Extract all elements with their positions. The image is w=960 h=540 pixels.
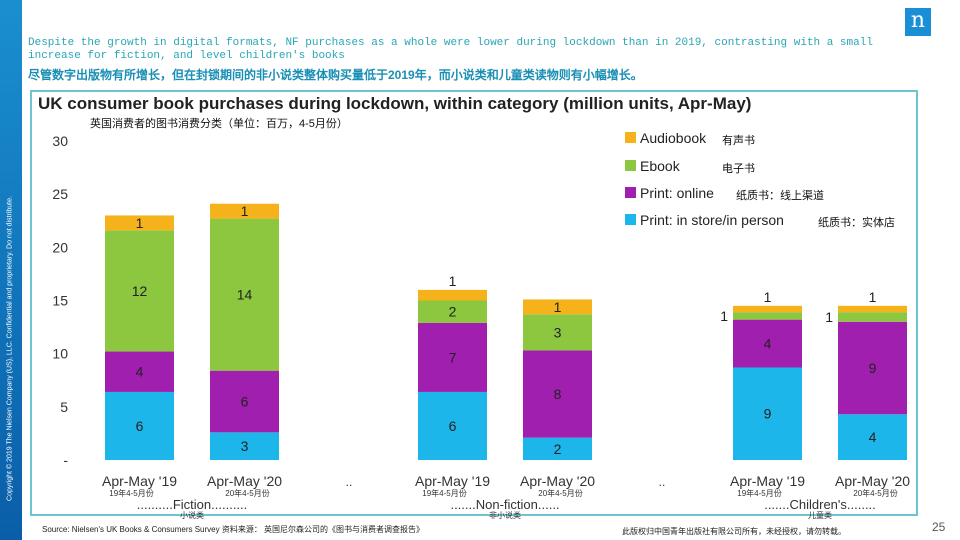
bar-segment <box>418 300 487 323</box>
y-tick-label: 30 <box>52 133 68 149</box>
rights-note: 此版权归中国青年出版社有限公司所有，未经授权，请勿转载。 <box>622 527 846 536</box>
legend-label-zh: 纸质书：实体店 <box>818 215 895 229</box>
y-tick-label: 20 <box>52 239 68 255</box>
bar-segment <box>523 437 592 460</box>
y-tick-label: 5 <box>60 399 68 415</box>
bar-segment <box>733 367 802 460</box>
legend-swatch <box>625 132 636 143</box>
y-tick-label: 10 <box>52 346 68 362</box>
legend-label: Print: online <box>640 185 714 201</box>
x-tick-label-zh: 19年4-5月份 <box>109 488 153 498</box>
data-label: 6 <box>241 394 249 410</box>
bar-segment <box>105 351 174 392</box>
bar-segment <box>105 215 174 231</box>
subtitle-chinese: 尽管数字出版物有所增长，但在封锁期间的非小说类整体购买量低于2019年，而小说类… <box>28 68 643 82</box>
bar-segment <box>105 230 174 352</box>
legend-swatch <box>625 214 636 225</box>
legend-label-zh: 有声书 <box>722 133 755 147</box>
x-tick-label-zh: 19年4-5月份 <box>737 488 781 498</box>
subtitle-english: Despite the growth in digital formats, N… <box>28 37 873 62</box>
group-label-zh: 儿童类 <box>808 510 832 520</box>
bar-segment <box>523 299 592 315</box>
bar-segment <box>733 319 802 368</box>
data-label: 1 <box>869 289 877 305</box>
x-tick-label-zh: 20年4-5月份 <box>225 488 269 498</box>
bar-segment <box>418 289 487 301</box>
bar-segment <box>838 321 907 415</box>
legend-swatch <box>625 187 636 198</box>
group-label: .......Children's........ <box>764 497 876 512</box>
x-tick-label: Apr-May '19 <box>102 473 177 489</box>
data-label: 1 <box>241 203 249 219</box>
page-number: 25 <box>932 520 946 534</box>
bar-segment <box>733 312 802 320</box>
sidebar-band <box>0 0 22 540</box>
data-label: 4 <box>764 336 772 352</box>
data-label: 1 <box>764 289 772 305</box>
data-label: 12 <box>132 283 148 299</box>
x-tick-label-zh: 20年4-5月份 <box>538 488 582 498</box>
data-label: 4 <box>869 429 877 445</box>
y-tick-label: 15 <box>52 293 68 309</box>
group-separator: .. <box>659 475 666 489</box>
y-tick-label: - <box>63 452 68 468</box>
chart-subtitle: 英国消费者的图书消费分类（单位：百万，4-5月份） <box>90 118 348 130</box>
legend-label: Ebook <box>640 158 681 174</box>
y-tick-label: 25 <box>52 186 68 202</box>
legend-label: Audiobook <box>640 130 707 146</box>
data-label: 8 <box>554 386 562 402</box>
x-tick-label: Apr-May '19 <box>730 473 805 489</box>
source-note: Source: Nielsen's UK Books & Consumers S… <box>42 525 425 534</box>
bar-segment <box>418 391 487 460</box>
data-label: 6 <box>449 418 457 434</box>
data-label: 7 <box>449 349 457 365</box>
data-label: 2 <box>449 304 457 320</box>
x-tick-label: Apr-May '20 <box>520 473 595 489</box>
bar-segment <box>523 314 592 351</box>
data-label: 6 <box>136 418 144 434</box>
legend-swatch <box>625 160 636 171</box>
bar-segment <box>418 322 487 392</box>
x-tick-label: Apr-May '20 <box>207 473 282 489</box>
data-label: 1 <box>449 273 457 289</box>
x-tick-label-zh: 19年4-5月份 <box>422 488 466 498</box>
chart-frame <box>30 90 918 516</box>
data-label: 3 <box>241 438 249 454</box>
x-tick-label-zh: 20年4-5月份 <box>853 488 897 498</box>
data-label: 1 <box>720 308 728 324</box>
data-label: 3 <box>554 324 562 340</box>
nielsen-logo: n <box>905 8 931 36</box>
group-label-zh: 非小说类 <box>489 510 521 520</box>
bar-segment <box>838 414 907 460</box>
data-label: 1 <box>554 299 562 315</box>
bar-segment <box>105 391 174 460</box>
bar-segment <box>210 203 279 219</box>
data-label: 14 <box>237 287 253 303</box>
bar-segment <box>210 370 279 433</box>
legend-label: Print: in store/in person <box>640 212 784 228</box>
data-label: 1 <box>136 215 144 231</box>
bar-segment <box>210 432 279 460</box>
group-label-zh: 小说类 <box>180 510 204 520</box>
bar-segment <box>733 305 802 313</box>
data-label: 4 <box>136 364 144 380</box>
bar-segment <box>838 305 907 313</box>
x-tick-label: Apr-May '19 <box>415 473 490 489</box>
data-label: 9 <box>764 406 772 422</box>
bar-segment <box>523 350 592 438</box>
chart-title: UK consumer book purchases during lockdo… <box>38 94 752 113</box>
data-label: 2 <box>554 441 562 457</box>
data-label: 1 <box>825 309 833 325</box>
legend-label-zh: 电子书 <box>722 162 755 175</box>
bar-segment <box>210 218 279 371</box>
legend-label-zh: 纸质书：线上渠道 <box>736 188 824 202</box>
data-label: 9 <box>869 360 877 376</box>
bar-segment <box>838 312 907 322</box>
x-tick-label: Apr-May '20 <box>835 473 910 489</box>
group-label: .......Non-fiction...... <box>450 497 559 512</box>
group-separator: .. <box>346 475 353 489</box>
group-label: ..........Fiction.......... <box>137 497 248 512</box>
